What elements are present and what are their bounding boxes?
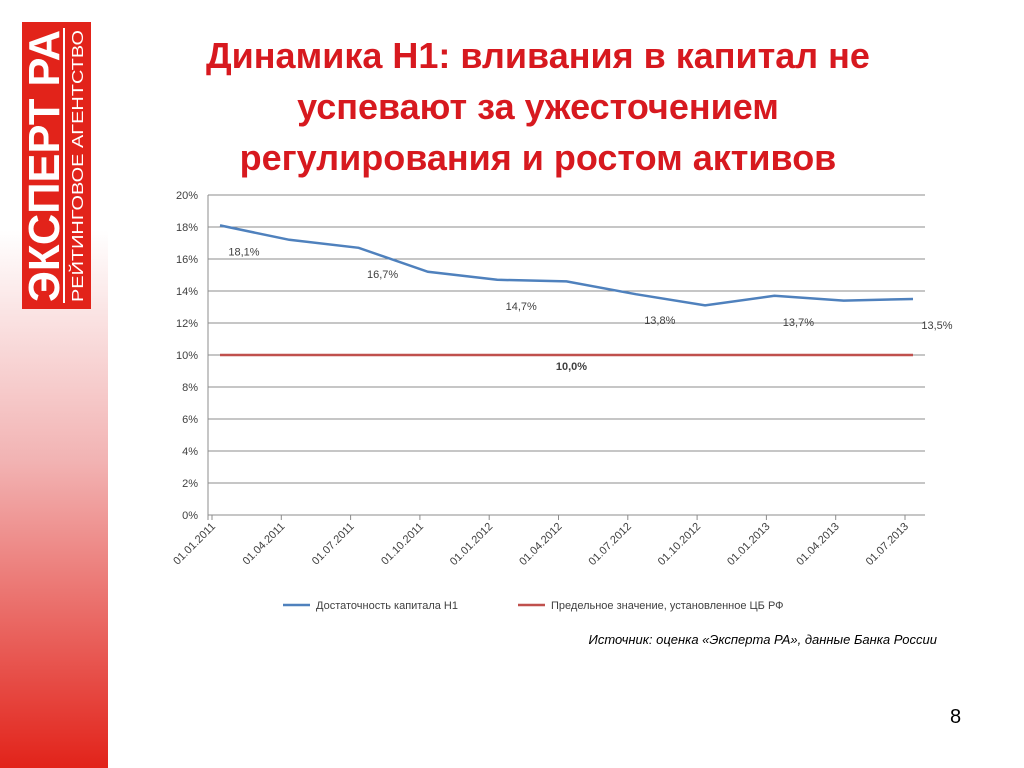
logo-name: ЭКСПЕРТ РА: [20, 30, 69, 302]
legend-label: Достаточность капитала Н1: [316, 600, 458, 612]
slide-title: Динамика Н1: вливания в капитал не успев…: [206, 35, 870, 178]
y-tick-label: 18%: [176, 222, 198, 234]
logo-tagline: РЕЙТИНГОВОЕ АГЕНТСТВО: [68, 30, 87, 302]
x-tick-label: 01.10.2012: [656, 521, 703, 568]
x-tick-label: 01.07.2013: [864, 521, 911, 568]
logo-divider: [63, 28, 65, 303]
x-tick-label: 01.01.2011: [171, 521, 218, 568]
y-tick-label: 8%: [182, 382, 198, 394]
data-label: 13,7%: [783, 317, 814, 329]
y-tick-label: 2%: [182, 478, 198, 490]
x-tick-label: 01.04.2013: [794, 521, 841, 568]
y-tick-label: 10%: [176, 350, 198, 362]
x-tick-label: 01.04.2012: [517, 521, 564, 568]
x-tick-label: 01.07.2011: [310, 521, 357, 568]
legend-label: Предельное значение, установленное ЦБ РФ: [551, 600, 784, 612]
chart: 0% 2% 4% 6% 8% 10% 12% 14% 16% 18% 20% 01.01.2011 01…: [171, 190, 953, 612]
x-tick-label: 01.07.2012: [587, 521, 634, 568]
x-tick-label: 01.10.2011: [379, 521, 426, 568]
data-label: 18,1%: [228, 246, 259, 258]
y-tick-label: 12%: [176, 318, 198, 330]
data-label: 16,7%: [367, 269, 398, 281]
data-label: 10,0%: [556, 361, 587, 373]
x-tick-label: 01.04.2011: [241, 521, 288, 568]
x-tick-label: 01.01.2012: [448, 521, 495, 568]
y-tick-label: 16%: [176, 254, 198, 266]
x-tick-label: 01.01.2013: [725, 521, 772, 568]
y-tick-label: 6%: [182, 414, 198, 426]
page-number: 8: [950, 706, 962, 728]
data-label: 13,5%: [921, 320, 952, 332]
logo: ЭКСПЕРТ РА РЕЙТИНГОВОЕ АГЕНТСТВО: [20, 22, 91, 309]
y-tick-label: 4%: [182, 446, 198, 458]
data-label: 13,8%: [644, 315, 675, 327]
series-line: [219, 224, 914, 307]
data-label: 14,7%: [506, 301, 537, 313]
y-tick-label: 20%: [176, 190, 198, 202]
y-tick-label: 0%: [182, 510, 198, 522]
source-note: Источник: оценка «Эксперта РА», данные Б…: [588, 632, 937, 647]
logo-box: [22, 22, 91, 309]
y-tick-label: 14%: [176, 286, 198, 298]
